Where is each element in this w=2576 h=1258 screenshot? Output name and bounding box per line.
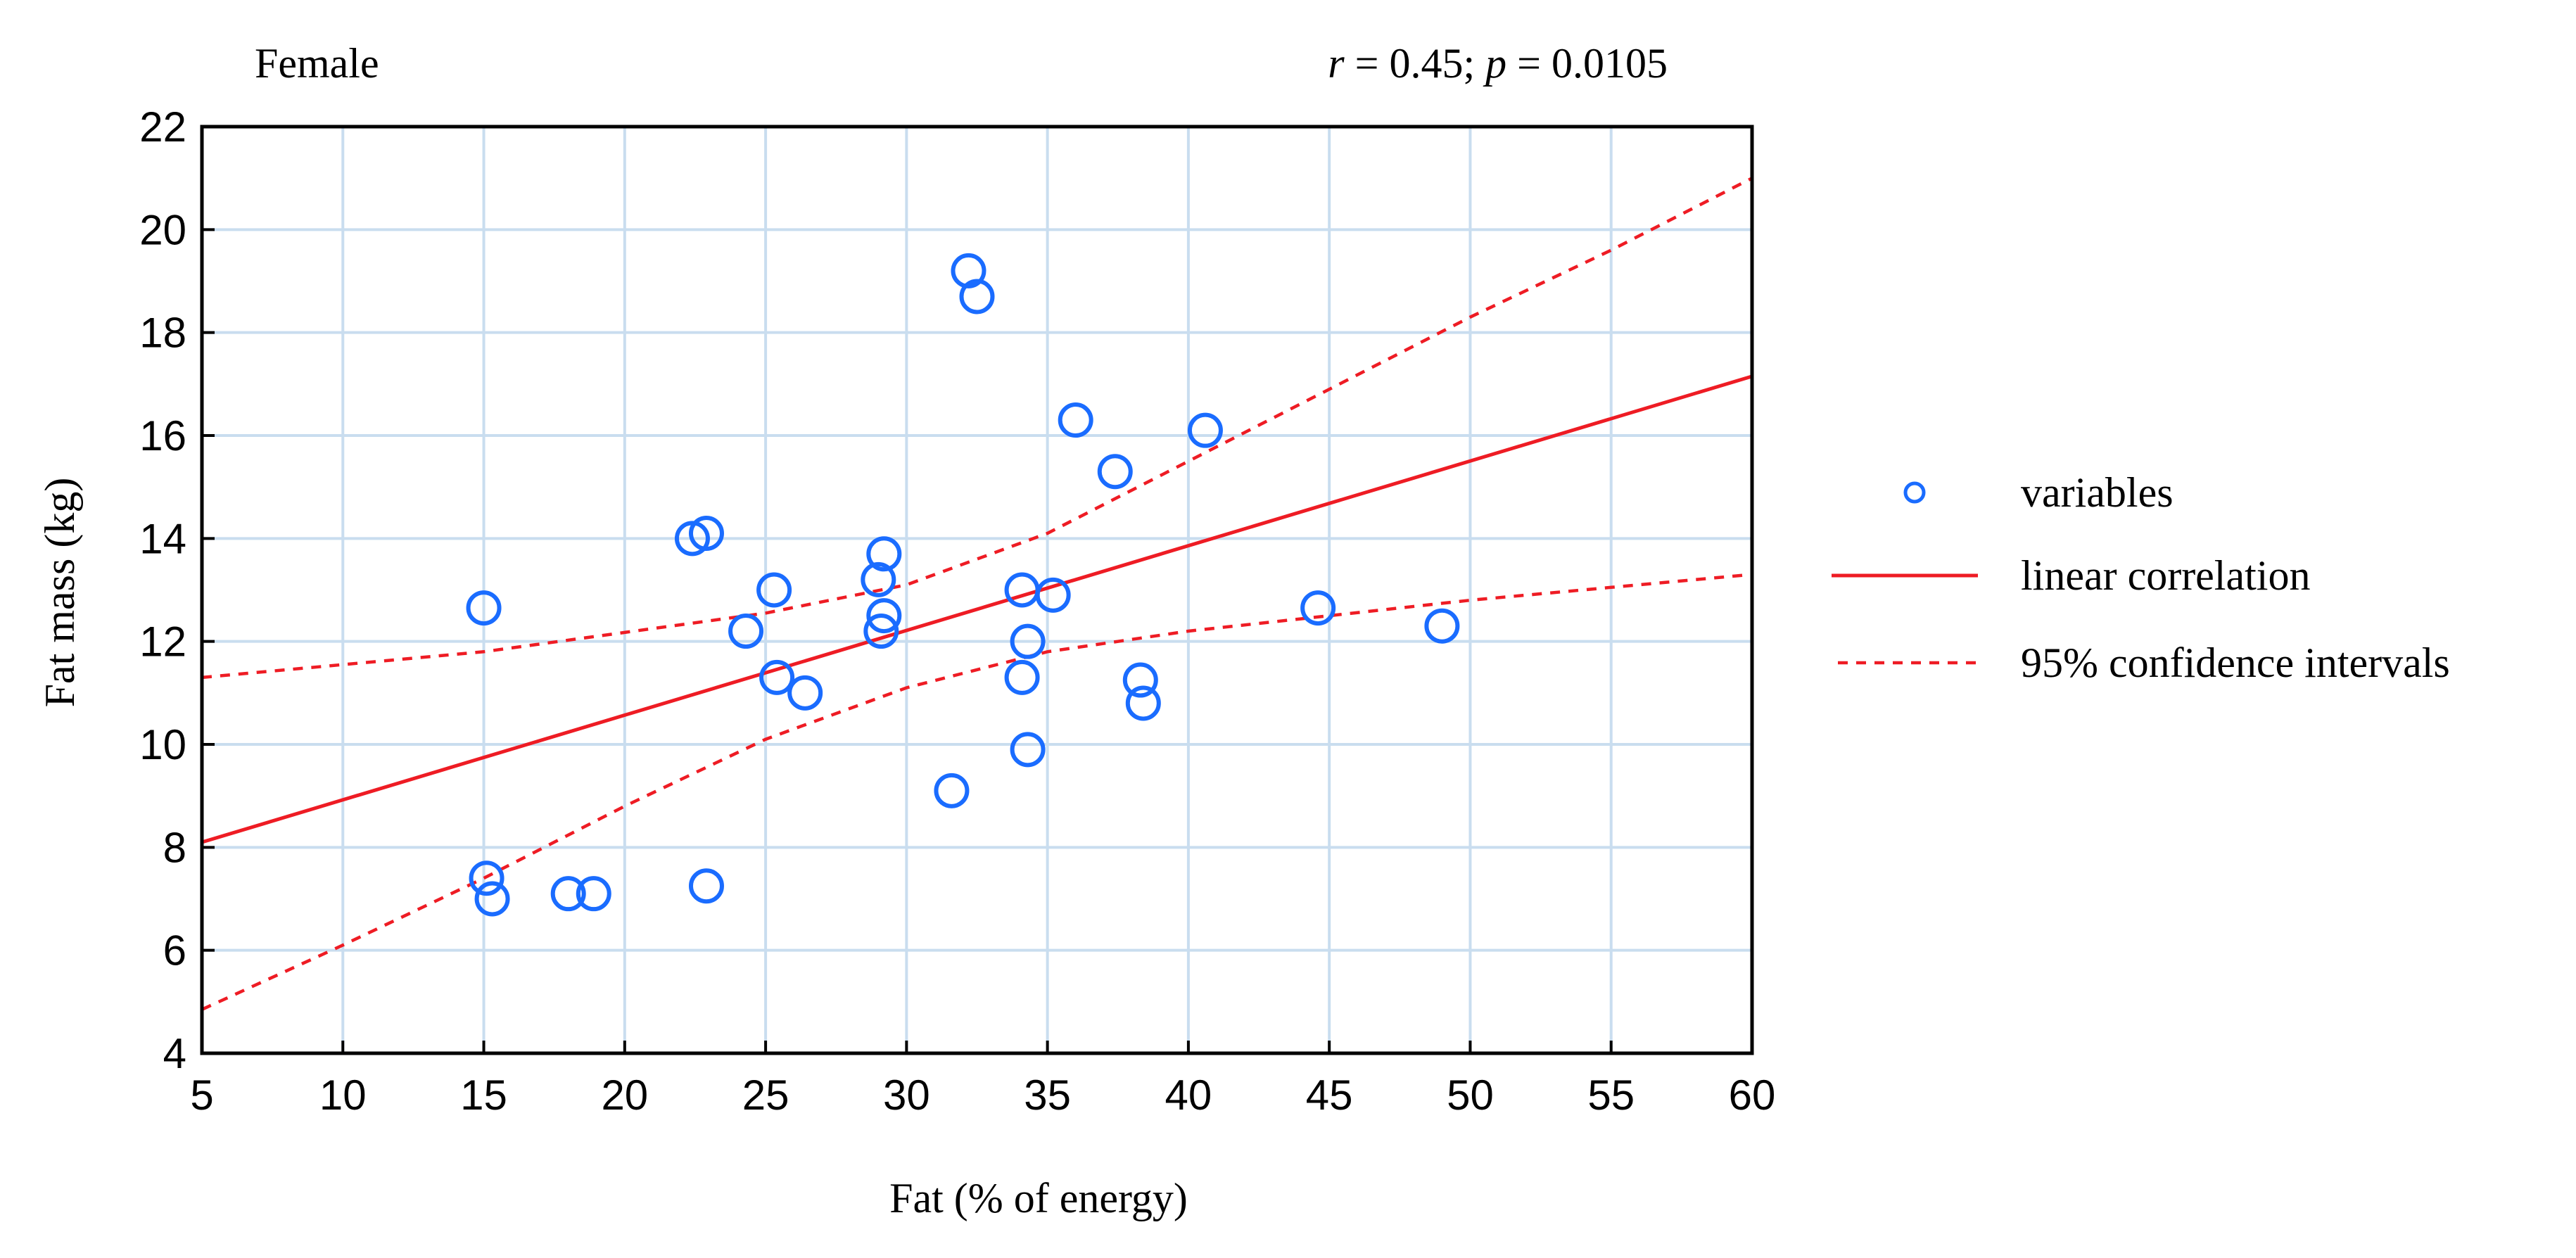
data-point bbox=[688, 868, 724, 904]
legend-label-variables: variables bbox=[2021, 469, 2174, 516]
x-tick-label: 30 bbox=[883, 1072, 930, 1119]
data-point bbox=[469, 860, 505, 896]
regression-line bbox=[201, 374, 1753, 844]
data-point bbox=[1035, 577, 1071, 613]
data-point bbox=[1300, 590, 1336, 626]
data-point bbox=[1004, 659, 1040, 695]
x-tick-label: 5 bbox=[190, 1072, 213, 1119]
data-point bbox=[951, 253, 986, 288]
x-tick-label: 10 bbox=[319, 1072, 367, 1119]
x-tick-label: 55 bbox=[1587, 1072, 1635, 1119]
legend: variables linear correlation 95% confide… bbox=[1832, 469, 2450, 686]
r-symbol: r bbox=[1328, 40, 1345, 87]
data-point bbox=[866, 536, 902, 572]
data-point bbox=[863, 614, 899, 649]
ci-upper-line bbox=[201, 177, 1753, 680]
correlation-stats: r = 0.45; p = 0.0105 bbox=[1328, 40, 1668, 87]
x-tick-label: 60 bbox=[1729, 1072, 1776, 1119]
y-tick-label: 6 bbox=[163, 927, 186, 974]
data-point bbox=[1097, 454, 1133, 490]
data-points bbox=[466, 253, 1460, 917]
data-point bbox=[1424, 608, 1460, 644]
data-point bbox=[1058, 402, 1093, 438]
y-axis-title: Fat mass (kg) bbox=[37, 478, 83, 708]
ci-lower-line bbox=[201, 573, 1753, 1011]
y-tick-label: 8 bbox=[163, 824, 186, 871]
data-point bbox=[959, 279, 995, 314]
y-tick-label: 10 bbox=[139, 721, 186, 768]
data-point bbox=[550, 876, 586, 912]
x-axis-title: Fat (% of energy) bbox=[889, 1175, 1188, 1221]
y-tick-label: 20 bbox=[139, 206, 186, 253]
y-tick-label: 14 bbox=[139, 515, 186, 562]
y-axis-ticks: 4 6 8 10 12 14 16 18 20 22 bbox=[139, 103, 215, 1077]
data-point bbox=[787, 675, 823, 711]
linear-fit-line bbox=[201, 374, 1753, 844]
x-tick-label: 20 bbox=[601, 1072, 648, 1119]
x-tick-label: 15 bbox=[460, 1072, 507, 1119]
r-value: = 0.45; bbox=[1345, 40, 1486, 87]
y-tick-label: 22 bbox=[139, 103, 186, 151]
y-tick-label: 12 bbox=[139, 618, 186, 666]
y-tick-label: 18 bbox=[139, 310, 186, 357]
data-point bbox=[866, 598, 902, 634]
data-point bbox=[728, 614, 764, 649]
data-point bbox=[466, 590, 502, 626]
grid bbox=[202, 127, 1752, 1053]
p-value: = 0.0105 bbox=[1506, 40, 1668, 87]
x-tick-label: 45 bbox=[1306, 1072, 1353, 1119]
p-symbol: p bbox=[1483, 40, 1506, 87]
confidence-intervals bbox=[201, 177, 1753, 1011]
data-point bbox=[1187, 412, 1223, 448]
data-point bbox=[576, 876, 611, 912]
data-point bbox=[1004, 572, 1040, 608]
legend-label-linear-correlation: linear correlation bbox=[2021, 552, 2310, 599]
legend-marker-icon bbox=[1903, 481, 1926, 504]
y-tick-label: 16 bbox=[139, 412, 186, 459]
data-point bbox=[861, 561, 896, 597]
data-point bbox=[1010, 732, 1046, 768]
x-tick-label: 40 bbox=[1165, 1072, 1212, 1119]
data-point bbox=[759, 659, 795, 695]
data-point bbox=[934, 773, 970, 808]
x-tick-label: 25 bbox=[742, 1072, 789, 1119]
data-point bbox=[1122, 662, 1158, 698]
plot-frame bbox=[200, 125, 1754, 1055]
x-tick-label: 35 bbox=[1024, 1072, 1071, 1119]
data-point bbox=[756, 572, 792, 608]
data-point bbox=[1010, 623, 1046, 659]
data-point bbox=[1125, 685, 1161, 721]
legend-label-confidence-intervals: 95% confidence intervals bbox=[2021, 640, 2450, 686]
y-tick-label: 4 bbox=[163, 1030, 186, 1077]
data-point bbox=[474, 881, 510, 917]
x-axis-ticks: 5 10 15 20 25 30 35 40 45 50 55 60 bbox=[190, 1041, 1775, 1119]
x-tick-label: 50 bbox=[1447, 1072, 1494, 1119]
data-point bbox=[688, 516, 724, 552]
panel-label: Female bbox=[255, 40, 379, 87]
